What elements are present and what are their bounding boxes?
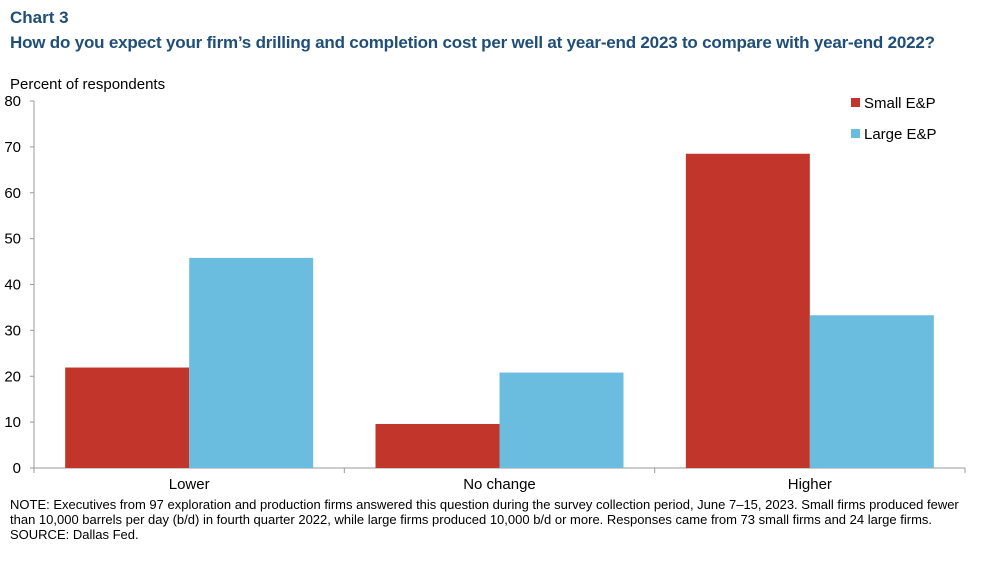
chart-title: How do you expect your firm’s drilling a… <box>10 33 935 52</box>
chart-number: Chart 3 <box>10 8 69 27</box>
x-tick-label: Lower <box>169 476 210 493</box>
legend-swatch <box>851 129 860 138</box>
y-tick-label: 10 <box>4 414 21 431</box>
legend-label: Small E&P <box>864 95 936 112</box>
source-text: SOURCE: Dallas Fed. <box>10 527 139 542</box>
x-tick-label: No change <box>463 476 536 493</box>
y-tick-label: 60 <box>4 185 21 202</box>
bar-small-e-p-higher <box>685 153 810 468</box>
y-tick-label: 30 <box>4 322 21 339</box>
note-text: NOTE: Executives from 97 exploration and… <box>10 497 959 527</box>
x-tick-label: Higher <box>788 476 832 493</box>
bar-large-e-p-lower <box>189 257 314 468</box>
y-tick-label: 40 <box>4 277 21 294</box>
y-tick-label: 0 <box>13 460 21 477</box>
bar-large-e-p-no-change <box>499 372 624 468</box>
y-tick-label: 20 <box>4 368 21 385</box>
legend-label: Large E&P <box>864 126 937 143</box>
y-axis-label: Percent of respondents <box>10 76 166 93</box>
bar-chart: 0 10 20 30 40 50 60 70 80 Lower No change Higher Sma… <box>4 93 966 493</box>
y-tick-label: 70 <box>4 139 21 156</box>
bar-large-e-p-higher <box>809 315 934 468</box>
y-tick-label: 80 <box>4 93 21 110</box>
bar-small-e-p-no-change <box>375 423 500 468</box>
bar-small-e-p-lower <box>65 367 190 468</box>
chart-notes: NOTE: Executives from 97 exploration and… <box>10 497 985 542</box>
legend-swatch <box>851 98 860 107</box>
y-tick-label: 50 <box>4 231 21 248</box>
